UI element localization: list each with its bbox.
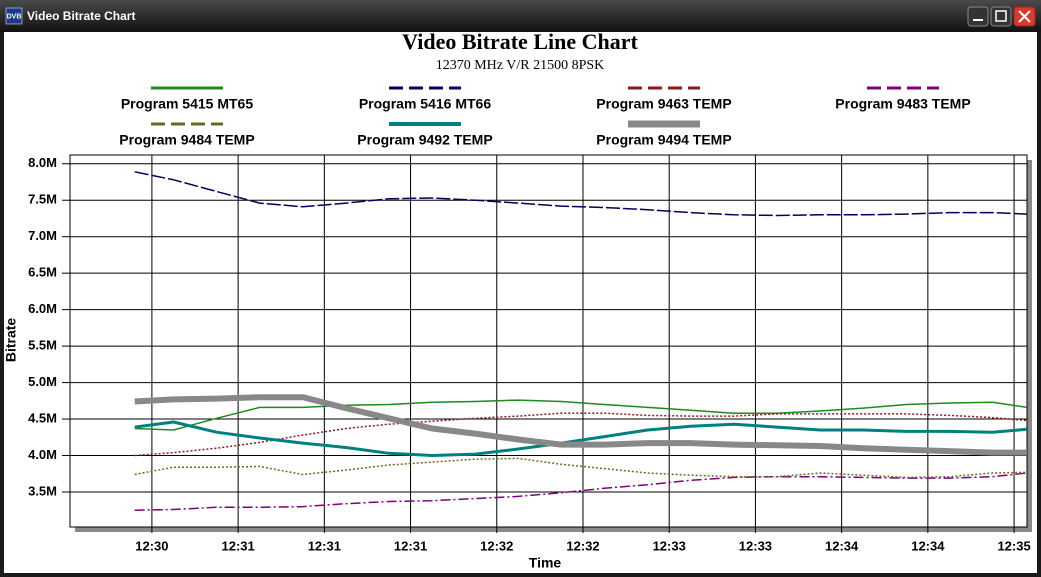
series-line	[134, 420, 1028, 457]
legend-label: Program 9463 TEMP	[596, 96, 731, 112]
y-tick-label: 4.0M	[28, 447, 57, 462]
series-line	[134, 412, 1028, 457]
legend-label: Program 9492 TEMP	[357, 132, 492, 148]
legend-label: Program 5416 MT66	[359, 96, 491, 112]
y-tick-label: 7.5M	[28, 192, 57, 207]
series-line	[134, 171, 1028, 217]
chart-subtitle: 12370 MHz V/R 21500 8PSK	[436, 58, 605, 73]
y-tick-label: 8.0M	[28, 155, 57, 170]
series-line	[134, 472, 1028, 511]
x-tick-label: 12:31	[221, 538, 254, 553]
y-tick-label: 6.5M	[28, 265, 57, 280]
y-tick-label: 4.5M	[28, 410, 57, 425]
x-tick-label: 12:34	[911, 538, 945, 553]
x-tick-label: 12:31	[308, 538, 341, 553]
y-tick-label: 6.0M	[28, 301, 57, 316]
y-tick-label: 3.5M	[28, 483, 57, 498]
maximize-button[interactable]	[990, 6, 1012, 27]
x-tick-label: 12:33	[653, 538, 686, 553]
y-axis-title: Bitrate	[3, 318, 19, 363]
x-tick-label: 12:31	[394, 538, 427, 553]
minimize-button[interactable]	[967, 6, 989, 27]
legend-label: Program 9484 TEMP	[119, 132, 254, 148]
close-icon	[1018, 10, 1031, 23]
x-tick-label: 12:30	[135, 538, 168, 553]
y-tick-label: 5.0M	[28, 374, 57, 389]
series-line	[134, 394, 1027, 456]
app-icon-text: DVB	[7, 13, 22, 20]
app-icon	[5, 7, 23, 25]
legend-label: Program 5415 MT65	[121, 96, 253, 112]
x-tick-label: 12:32	[480, 538, 513, 553]
series-line	[134, 457, 1028, 479]
maximize-icon	[995, 10, 1007, 22]
series-line	[134, 399, 1028, 431]
window-title: Video Bitrate Chart	[27, 9, 135, 23]
y-tick-label: 5.5M	[28, 338, 57, 353]
title-bar	[0, 0, 1041, 32]
y-tick-label: 7.0M	[28, 228, 57, 243]
legend-label: Program 9494 TEMP	[596, 132, 731, 148]
x-axis-title: Time	[529, 555, 562, 571]
x-tick-label: 12:32	[566, 538, 599, 553]
legend-label: Program 9483 TEMP	[835, 96, 970, 112]
x-tick-label: 12:35	[997, 538, 1030, 553]
x-tick-label: 12:33	[739, 538, 772, 553]
plot-area	[69, 154, 1028, 528]
x-tick-label: 12:34	[825, 538, 859, 553]
chart-title: Video Bitrate Line Chart	[402, 29, 638, 54]
